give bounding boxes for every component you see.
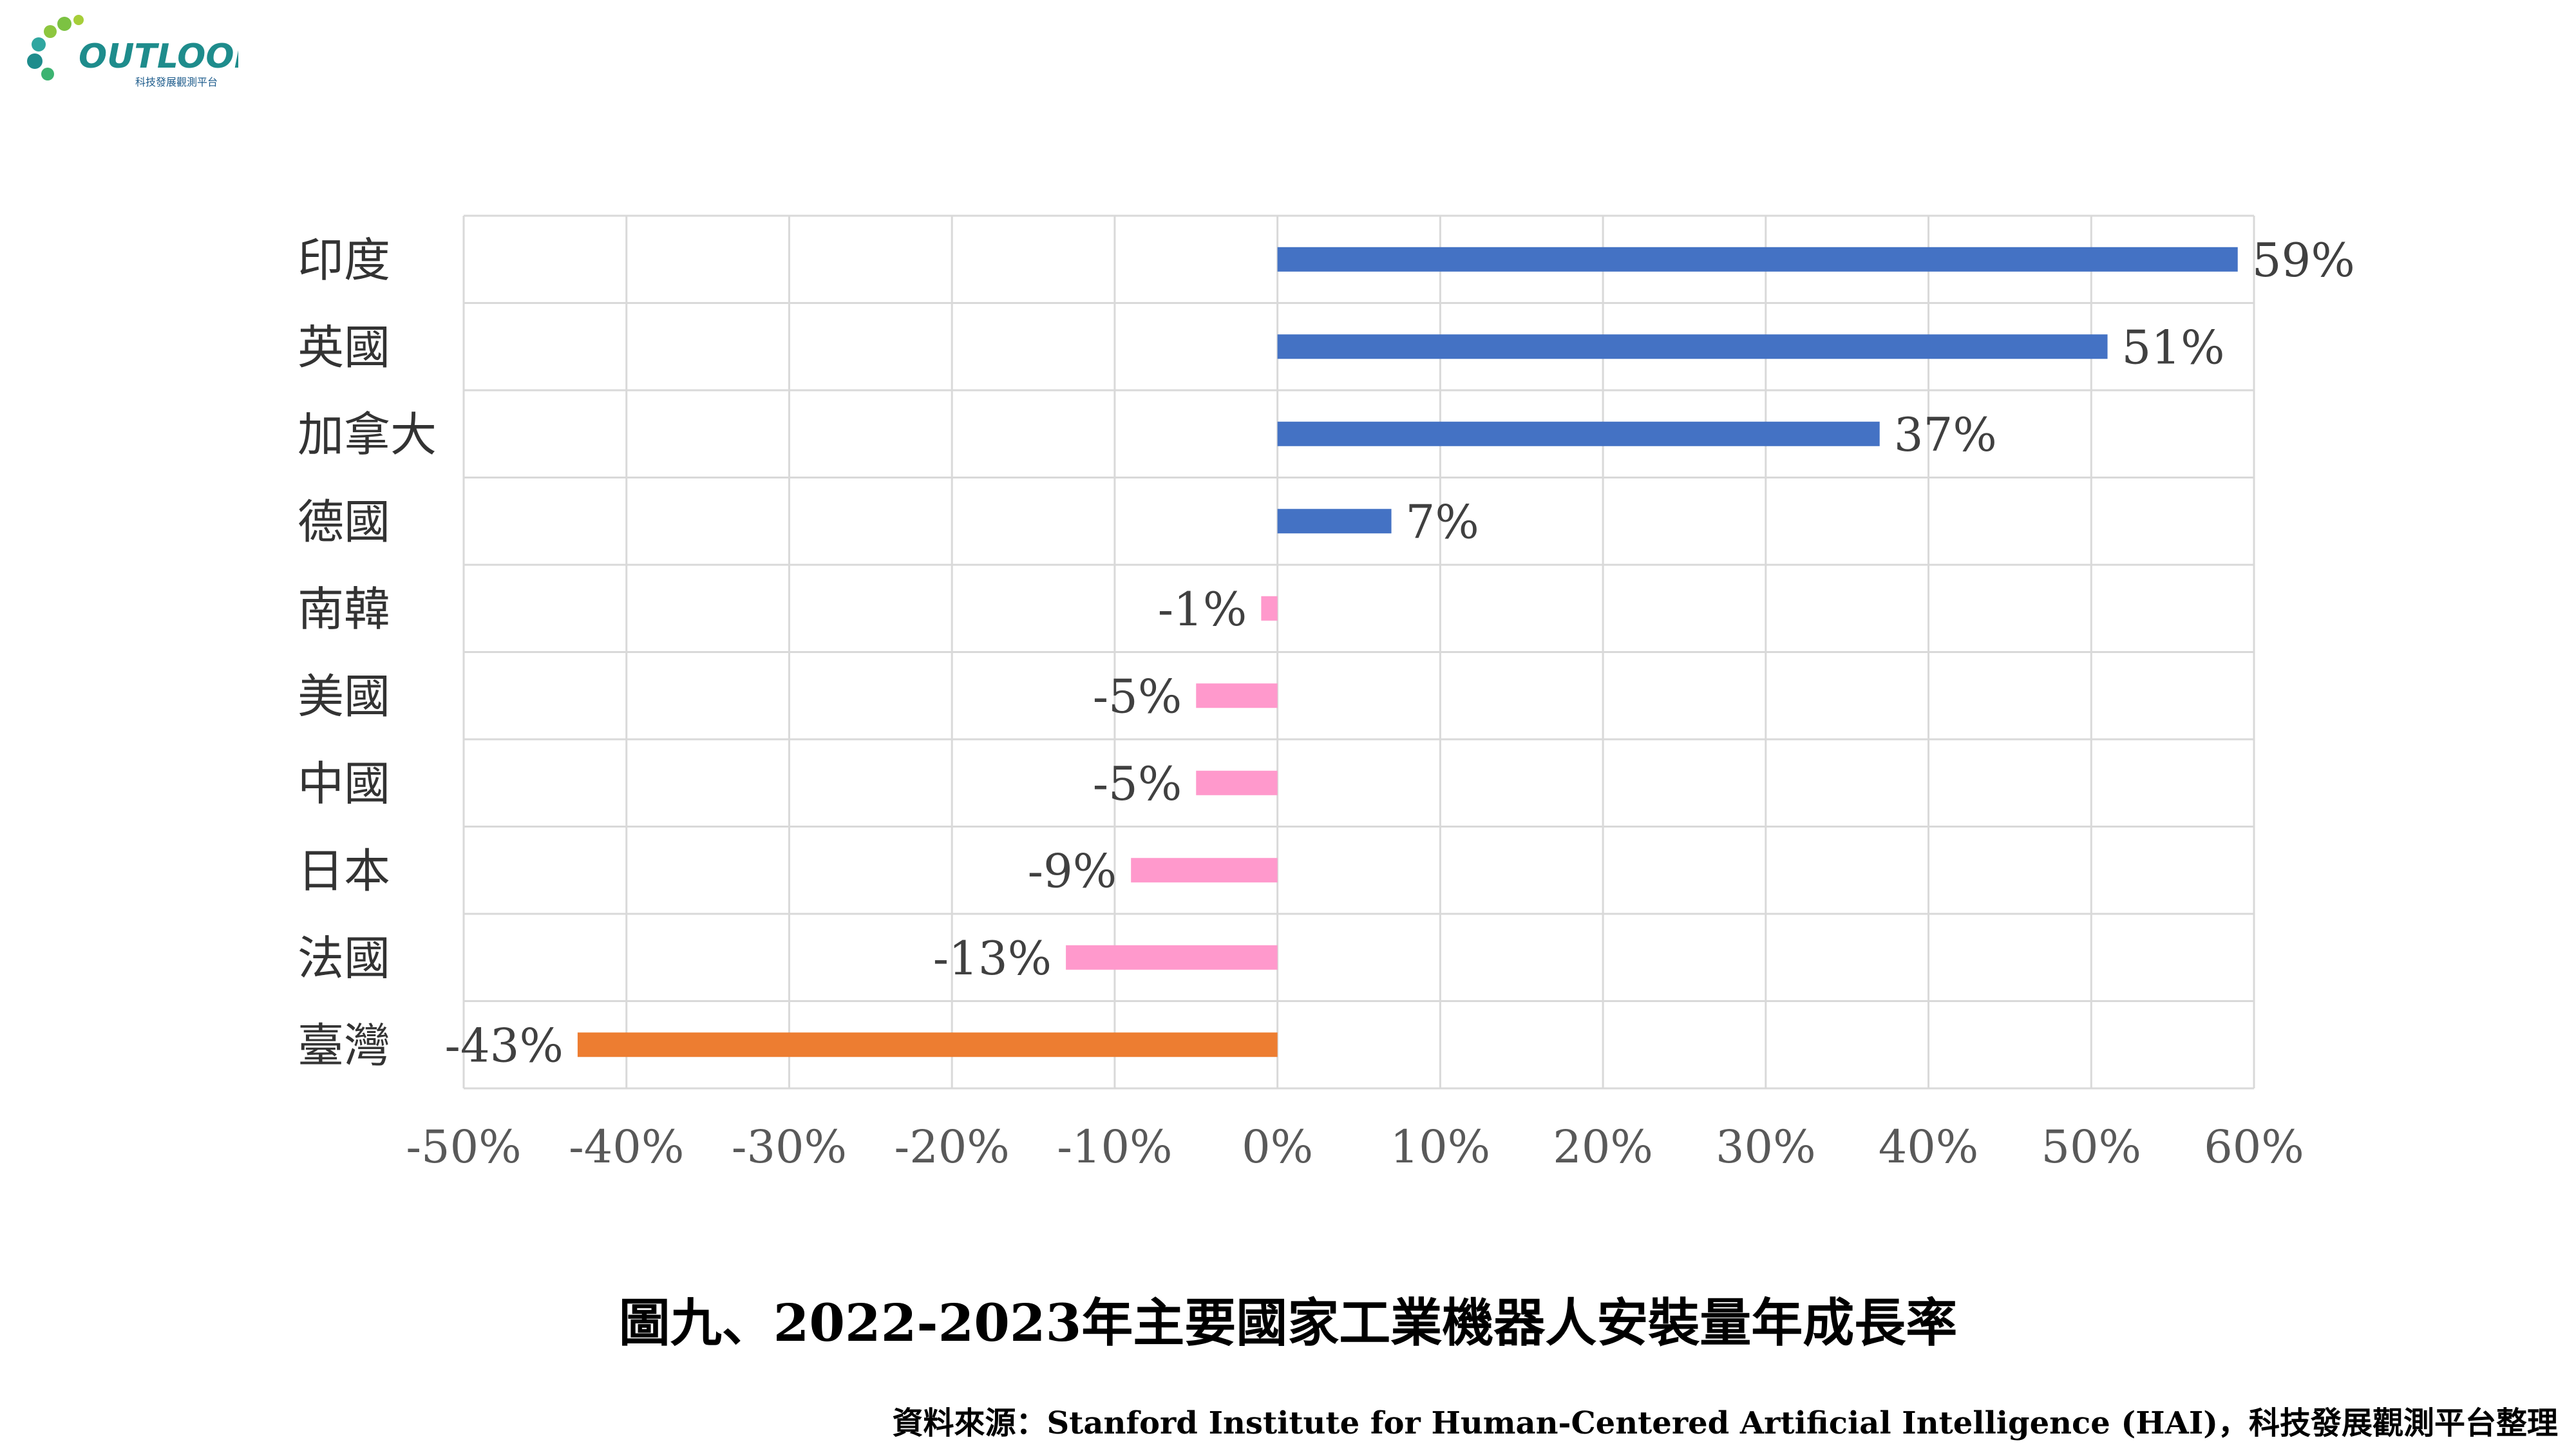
x-tick-label: -40% bbox=[569, 1121, 684, 1173]
x-tick-label: -20% bbox=[895, 1121, 1010, 1173]
data-label: 37% bbox=[1894, 408, 1997, 462]
bar bbox=[577, 1032, 1278, 1057]
bar bbox=[1131, 858, 1278, 883]
data-label: 51% bbox=[2122, 320, 2225, 374]
data-label: -5% bbox=[1093, 757, 1182, 811]
x-tick-label: 50% bbox=[2041, 1121, 2141, 1173]
category-label: 德國 bbox=[298, 495, 390, 549]
x-tick-label: 20% bbox=[1553, 1121, 1653, 1173]
bar bbox=[1277, 509, 1392, 534]
category-label: 臺灣 bbox=[298, 1018, 390, 1072]
logo-dots-icon bbox=[27, 15, 84, 80]
x-tick-label: 30% bbox=[1716, 1121, 1816, 1173]
chart-bars bbox=[577, 247, 2238, 1057]
category-label: 南韓 bbox=[298, 582, 390, 636]
data-label: 7% bbox=[1406, 495, 1479, 549]
category-label: 中國 bbox=[298, 757, 390, 811]
bar bbox=[1277, 247, 2238, 272]
x-tick-label: 60% bbox=[2204, 1121, 2304, 1173]
x-tick-label: -10% bbox=[1057, 1121, 1172, 1173]
outlook-logo: OUTLOOK 科技發展觀測平台 bbox=[27, 15, 238, 88]
bar bbox=[1261, 596, 1278, 621]
logo-text: OUTLOOK bbox=[79, 37, 238, 76]
category-label: 日本 bbox=[298, 844, 390, 898]
x-axis-tick-labels: -50% -40% -30% -20% -10% 0% 10% 20% 30% 40% 50% 60% bbox=[406, 1121, 2304, 1173]
data-label: 59% bbox=[2252, 233, 2355, 287]
data-label: -9% bbox=[1028, 844, 1117, 898]
x-tick-label: -50% bbox=[406, 1121, 521, 1173]
x-tick-label: 10% bbox=[1390, 1121, 1491, 1173]
x-tick-label: -30% bbox=[732, 1121, 847, 1173]
category-label: 法國 bbox=[298, 931, 390, 985]
logo-subtext: 科技發展觀測平台 bbox=[135, 76, 218, 88]
chart-title: 圖九、2022-2023年主要國家工業機器人安裝量年成長率 bbox=[618, 1293, 1958, 1353]
bar bbox=[1196, 770, 1278, 795]
data-label: -13% bbox=[933, 931, 1052, 985]
bar bbox=[1277, 421, 1880, 446]
data-label: -5% bbox=[1093, 669, 1182, 723]
data-label: -1% bbox=[1158, 582, 1247, 636]
x-tick-label: 0% bbox=[1242, 1121, 1313, 1173]
chart-gridlines bbox=[462, 214, 2255, 1090]
category-label: 美國 bbox=[298, 669, 390, 723]
bar bbox=[1196, 683, 1278, 708]
bar bbox=[1277, 334, 2108, 359]
category-label: 加拿大 bbox=[298, 408, 437, 462]
data-label: -43% bbox=[445, 1018, 564, 1072]
category-label: 英國 bbox=[298, 320, 390, 374]
category-label: 印度 bbox=[298, 233, 390, 287]
bar bbox=[1066, 945, 1278, 970]
data-labels: 59% 51% 37% 7% -1% -5% -5% -9% -13% -43% bbox=[445, 233, 2355, 1073]
source-note: 資料來源：Stanford Institute for Human-Center… bbox=[892, 1405, 2558, 1441]
x-tick-label: 40% bbox=[1879, 1121, 1979, 1173]
